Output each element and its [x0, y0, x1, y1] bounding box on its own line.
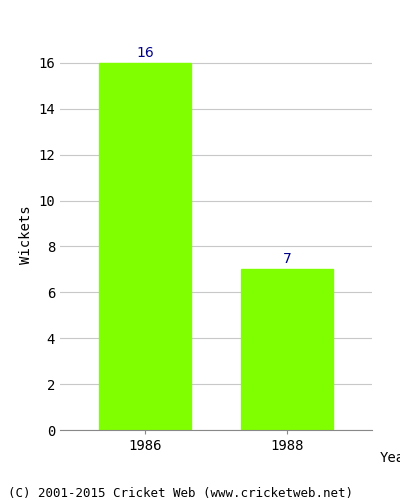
Bar: [99, 63, 191, 430]
Text: 7: 7: [282, 252, 291, 266]
Text: (C) 2001-2015 Cricket Web (www.cricketweb.net): (C) 2001-2015 Cricket Web (www.cricketwe…: [8, 488, 353, 500]
Bar: [241, 270, 333, 430]
X-axis label: Year: Year: [380, 452, 400, 466]
Text: 16: 16: [136, 46, 154, 60]
Y-axis label: Wickets: Wickets: [19, 206, 33, 264]
